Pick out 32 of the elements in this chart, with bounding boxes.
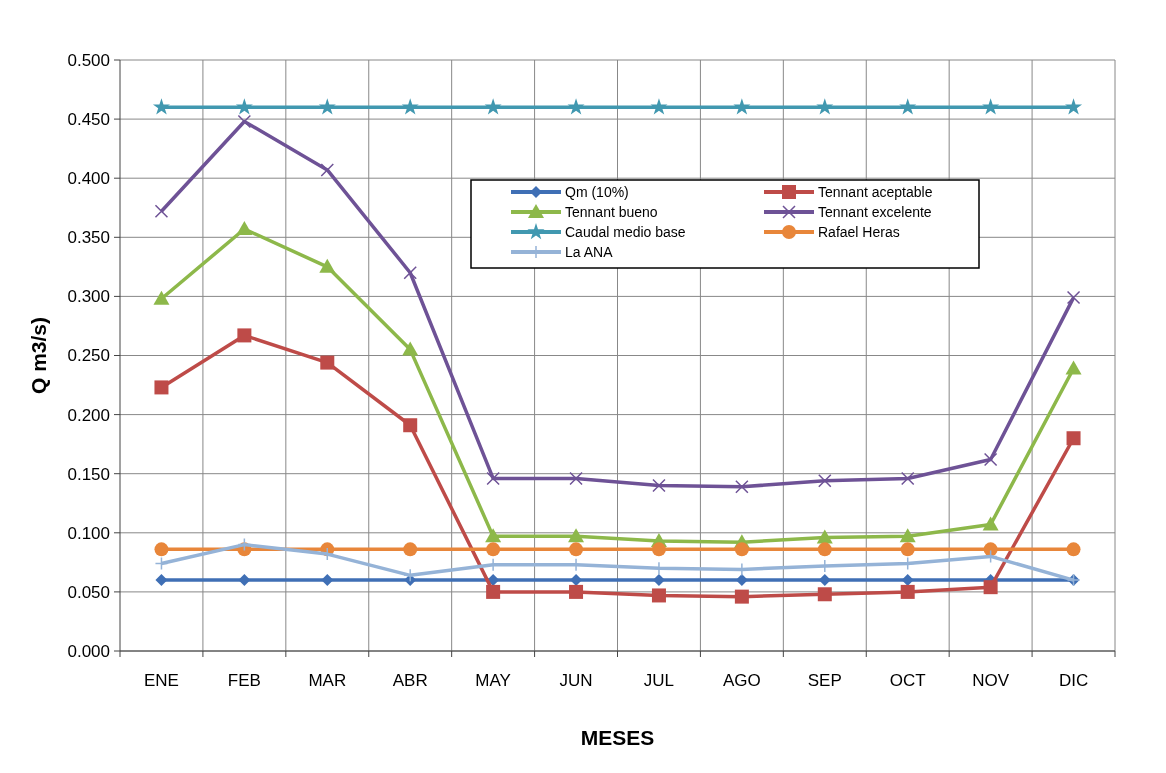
x-axis-title: MESES	[580, 726, 655, 749]
x-tick-label: MAY	[475, 671, 511, 690]
y-tick-label: 0.300	[67, 287, 110, 307]
legend-label: Tennant excelente	[818, 203, 932, 220]
y-tick-label: 0.100	[67, 523, 110, 543]
legend-label: Qm (10%)	[565, 183, 629, 200]
x-tick-label: NOV	[972, 671, 1010, 690]
y-tick-label: 0.350	[67, 228, 110, 248]
y-axis-title: Q m3/s)	[27, 316, 50, 395]
legend-label: Tennant aceptable	[818, 183, 933, 200]
y-tick-label: 0.450	[67, 110, 110, 130]
x-tick-label: FEB	[227, 671, 261, 690]
y-tick-label: 0.150	[67, 464, 110, 484]
x-tick-label: JUL	[643, 671, 675, 690]
x-tick-label: DIC	[1058, 671, 1089, 690]
y-tick-label: 0.250	[67, 346, 110, 366]
y-tick-label: 0.400	[67, 169, 110, 189]
x-tick-label: AGO	[722, 671, 761, 690]
y-tick-label: 0.050	[67, 582, 110, 602]
legend-label: La ANA	[565, 243, 614, 260]
legend-label: Rafael Heras	[818, 223, 900, 240]
legend-label: Tennant bueno	[565, 203, 658, 220]
x-tick-label: JUN	[559, 671, 593, 690]
y-tick-label: 0.200	[67, 405, 110, 425]
y-tick-label: 0.500	[67, 50, 110, 70]
x-tick-label: MAR	[308, 671, 347, 690]
x-tick-label: SEP	[807, 671, 842, 690]
y-tick-label: 0.000	[67, 641, 110, 661]
x-tick-label: ABR	[392, 671, 428, 690]
x-tick-label: ENE	[143, 671, 179, 690]
legend-label: Caudal medio base	[565, 223, 686, 240]
x-tick-label: OCT	[889, 671, 926, 690]
